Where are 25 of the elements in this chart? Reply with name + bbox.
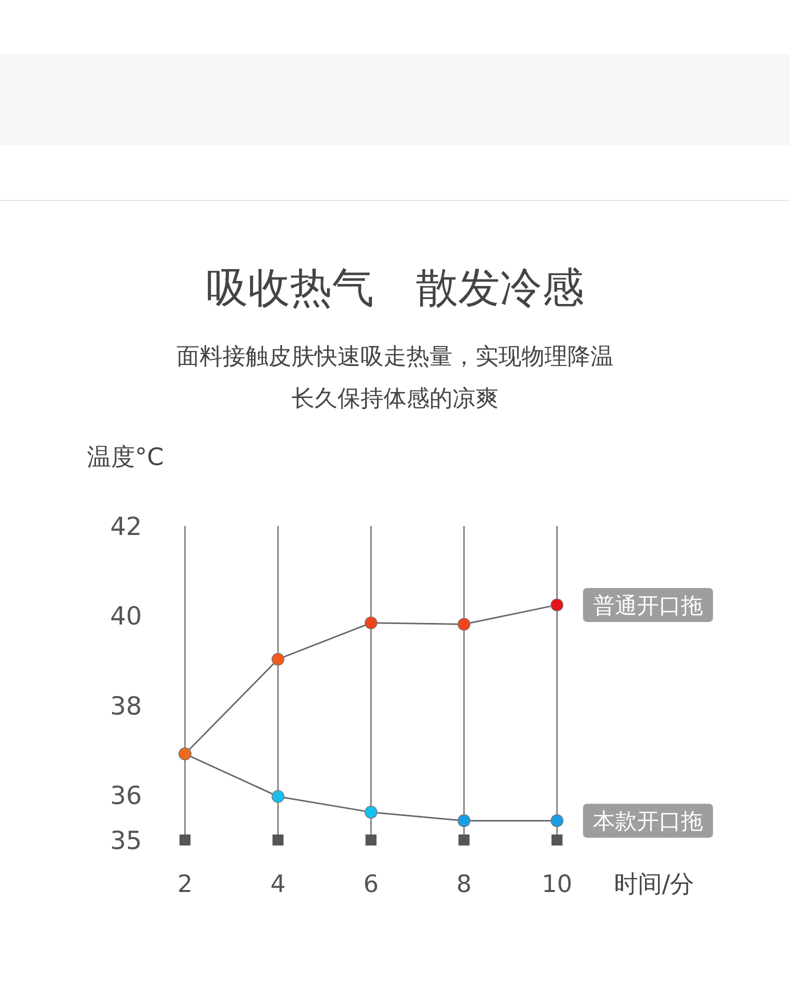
point (272, 652, 284, 666)
x-tick-label: 8 (456, 870, 472, 898)
point (272, 790, 284, 803)
series-label: 普通开口拖 (593, 594, 703, 619)
y-tick-label: 36 (110, 781, 142, 810)
y-tick-label: 38 (110, 691, 142, 720)
point (364, 616, 378, 630)
x-axis-title: 时间/分 (614, 870, 694, 898)
point (458, 814, 470, 828)
x-tick-label: 6 (363, 870, 379, 898)
point (364, 806, 378, 819)
y-tick-label: 40 (110, 602, 142, 631)
text: 长久保持体感的凉爽 (292, 386, 498, 412)
point (550, 598, 564, 612)
point (458, 618, 470, 631)
series-label: 本款开口拖 (593, 810, 703, 835)
y-tick-label: 42 (110, 512, 142, 541)
chart-subtitle: 面料接触皮肤快速吸走热量，实现物理降温 (176, 344, 614, 370)
x-tick-label: 2 (177, 870, 193, 898)
chart-title: 吸收热气 散发冷感 (206, 263, 584, 312)
x-tick-label: 4 (270, 870, 286, 898)
x-tick-label: 10 (542, 870, 572, 898)
y-axis-title: 温度°C (87, 443, 164, 471)
point (550, 814, 564, 828)
y-tick-label: 35 (110, 826, 142, 855)
